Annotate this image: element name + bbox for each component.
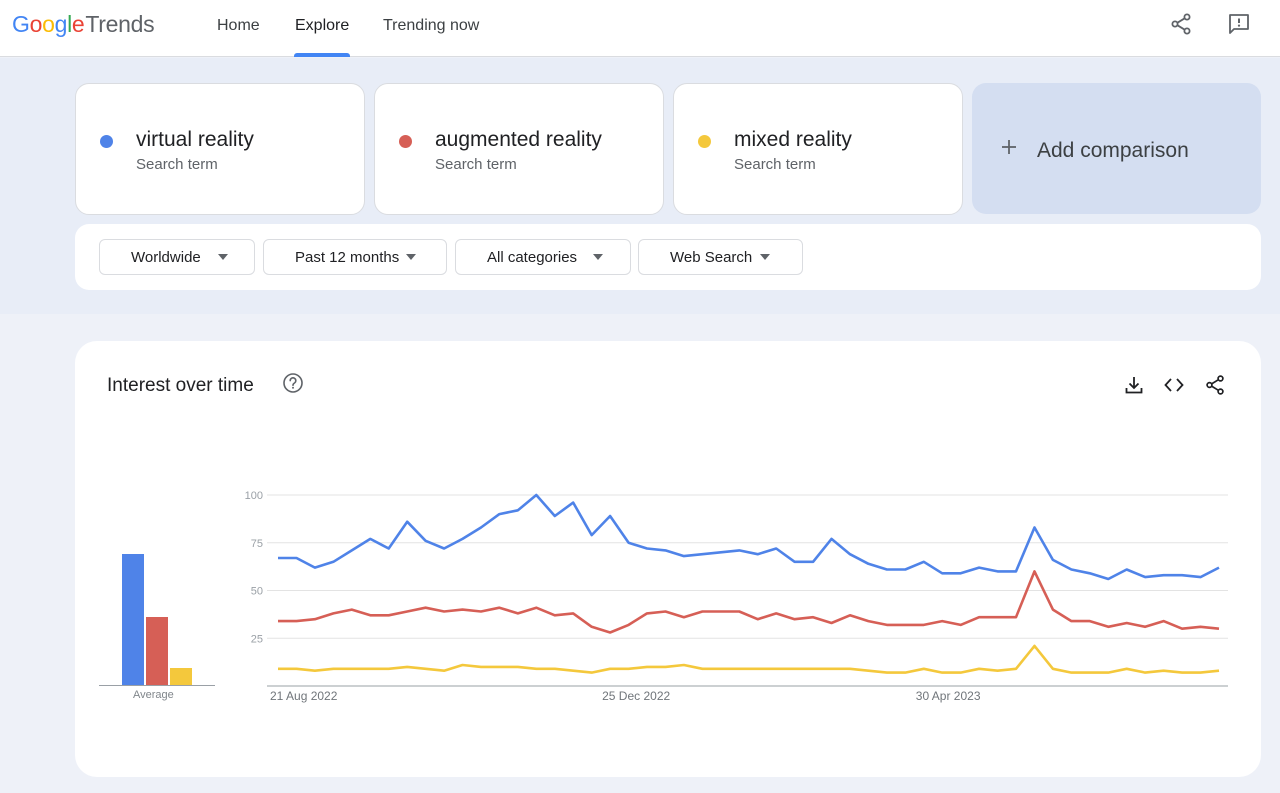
- term-card-mixed-reality[interactable]: mixed reality Search term: [673, 83, 963, 215]
- series-line-mixed-reality[interactable]: [278, 644, 1220, 674]
- term-type: Search term: [136, 156, 218, 173]
- series-line-virtual-reality[interactable]: [278, 493, 1220, 581]
- time-range-dropdown[interactable]: Past 12 months: [263, 239, 447, 275]
- help-icon[interactable]: [282, 372, 304, 394]
- average-baseline: [99, 685, 215, 686]
- dropdown-value: Worldwide: [131, 249, 201, 266]
- y-tick-label: 25: [251, 633, 263, 645]
- dropdown-value: Web Search: [670, 249, 753, 266]
- x-tick-label: 30 Apr 2023: [916, 689, 981, 703]
- add-comparison-label: Add comparison: [1037, 139, 1189, 162]
- location-dropdown[interactable]: Worldwide: [99, 239, 255, 275]
- x-tick-label: 21 Aug 2022: [270, 689, 338, 703]
- term-card-augmented-reality[interactable]: augmented reality Search term: [374, 83, 664, 215]
- chart-title: Interest over time: [107, 375, 254, 396]
- average-bar-virtual-reality[interactable]: [122, 553, 144, 685]
- series-color-dot: [100, 135, 113, 148]
- series-line-augmented-reality[interactable]: [278, 570, 1220, 634]
- term-name[interactable]: virtual reality: [136, 128, 254, 151]
- caret-down-icon: [406, 254, 416, 260]
- average-label: Average: [133, 689, 174, 701]
- share-icon[interactable]: [1204, 374, 1226, 396]
- series-color-dot: [399, 135, 412, 148]
- share-icon[interactable]: [1169, 12, 1193, 36]
- dropdown-value: Past 12 months: [295, 249, 400, 266]
- add-comparison-button[interactable]: Add comparison: [972, 83, 1261, 214]
- term-type: Search term: [435, 156, 517, 173]
- y-tick-label: 75: [251, 538, 263, 550]
- download-icon[interactable]: [1123, 374, 1145, 396]
- nav-home[interactable]: Home: [217, 17, 260, 34]
- top-bar: GoogleTrends Home Explore Trending now: [0, 0, 1280, 57]
- caret-down-icon: [593, 254, 603, 260]
- term-card-virtual-reality[interactable]: virtual reality Search term: [75, 83, 365, 215]
- interest-over-time-card: Interest over time Average 25 50 75 100 21 A…: [75, 341, 1261, 777]
- active-tab-indicator: [294, 53, 350, 57]
- term-name[interactable]: mixed reality: [734, 128, 852, 151]
- y-tick-label: 100: [245, 490, 263, 502]
- term-type: Search term: [734, 156, 816, 173]
- search-type-dropdown[interactable]: Web Search: [638, 239, 803, 275]
- x-tick-label: 25 Dec 2022: [602, 689, 670, 703]
- y-tick-label: 50: [251, 586, 263, 598]
- series-color-dot: [698, 135, 711, 148]
- interest-line-chart[interactable]: 25 50 75 100 21 Aug 2022 25 Dec 2022 30 Apr 20…: [225, 481, 1228, 711]
- category-dropdown[interactable]: All categories: [455, 239, 631, 275]
- google-trends-logo[interactable]: GoogleTrends: [12, 11, 155, 38]
- nav-trending-now[interactable]: Trending now: [383, 17, 480, 34]
- caret-down-icon: [218, 254, 228, 260]
- feedback-icon[interactable]: [1227, 12, 1251, 36]
- average-bar-augmented-reality[interactable]: [146, 616, 168, 685]
- nav-explore[interactable]: Explore: [295, 17, 350, 34]
- logo-trends: Trends: [85, 11, 155, 37]
- term-name[interactable]: augmented reality: [435, 128, 602, 151]
- dropdown-value: All categories: [487, 249, 578, 266]
- embed-code-icon[interactable]: [1163, 374, 1185, 396]
- average-bar-mixed-reality[interactable]: [170, 667, 192, 685]
- logo-google: Google: [12, 11, 85, 37]
- caret-down-icon: [760, 254, 770, 260]
- filters-bar: Worldwide Past 12 months All categories …: [75, 224, 1261, 290]
- plus-icon: [1002, 140, 1016, 154]
